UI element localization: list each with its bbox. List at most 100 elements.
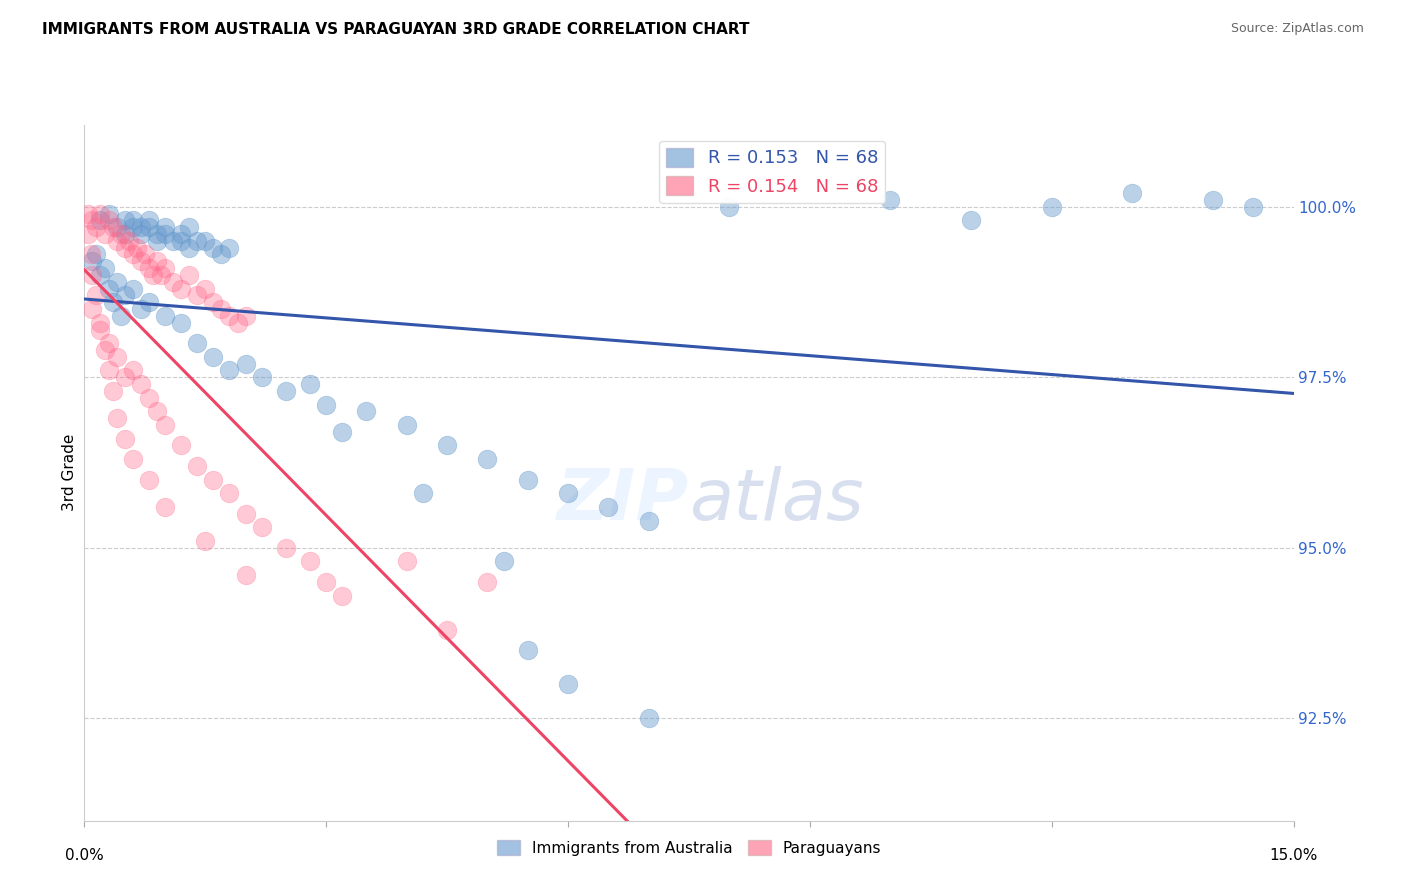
Point (110, 309, 132, 323)
Point (110, 227, 132, 241)
Point (142, 268, 165, 282)
Point (226, 316, 249, 330)
Point (194, 282, 217, 296)
Point (202, 241, 225, 255)
Point (153, 309, 176, 323)
Point (186, 458, 208, 473)
Point (77, 227, 100, 241)
Point (218, 363, 240, 377)
Text: IMMIGRANTS FROM AUSTRALIA VS PARAGUAYAN 3RD GRADE CORRELATION CHART: IMMIGRANTS FROM AUSTRALIA VS PARAGUAYAN … (42, 22, 749, 37)
Point (186, 336, 208, 351)
Point (516, 473, 538, 487)
Point (330, 589, 353, 603)
Point (209, 301, 232, 316)
Point (250, 520, 273, 534)
Point (89, 268, 111, 282)
Point (118, 234, 141, 248)
Point (395, 554, 418, 568)
Point (637, 514, 659, 528)
Point (1202, 193, 1225, 207)
Text: 0.0%: 0.0% (65, 848, 104, 863)
Point (138, 473, 160, 487)
Point (330, 425, 353, 439)
Point (129, 227, 152, 241)
Point (121, 452, 143, 467)
Point (637, 711, 659, 725)
Point (153, 220, 176, 235)
Point (179, 241, 201, 255)
Point (97, 336, 120, 351)
Point (492, 554, 515, 568)
Point (82, 213, 104, 227)
Point (235, 507, 257, 521)
Point (235, 357, 257, 371)
Point (121, 363, 143, 377)
Point (299, 377, 322, 392)
Point (129, 301, 152, 316)
Point (129, 254, 152, 268)
Point (138, 220, 160, 235)
Point (105, 411, 128, 425)
Point (146, 234, 169, 248)
Point (121, 220, 143, 235)
Point (93, 261, 115, 276)
Point (89, 213, 111, 227)
Point (97, 213, 120, 227)
Point (218, 486, 240, 500)
Point (146, 227, 169, 241)
Point (194, 533, 217, 548)
Point (93, 343, 115, 357)
Point (146, 404, 169, 418)
Point (82, 268, 104, 282)
Point (170, 316, 193, 330)
Point (77, 206, 100, 220)
Point (194, 234, 217, 248)
Point (121, 247, 143, 261)
Point (86, 288, 108, 302)
Point (105, 234, 128, 248)
Point (105, 220, 128, 235)
Text: 15.0%: 15.0% (1270, 848, 1317, 863)
Point (315, 398, 337, 412)
Point (138, 391, 160, 405)
Point (114, 213, 136, 227)
Point (202, 295, 225, 310)
Point (274, 384, 297, 398)
Point (153, 417, 176, 432)
Point (1121, 186, 1143, 200)
Point (170, 438, 193, 452)
Point (82, 254, 104, 268)
Point (97, 206, 120, 220)
Point (250, 370, 273, 384)
Point (436, 623, 458, 637)
Point (134, 247, 156, 261)
Point (274, 541, 297, 555)
Point (1040, 200, 1063, 214)
Point (129, 377, 152, 392)
Point (170, 282, 193, 296)
Point (101, 220, 124, 235)
Point (170, 234, 193, 248)
Point (89, 322, 111, 336)
Point (162, 234, 184, 248)
Point (146, 254, 169, 268)
Point (557, 677, 579, 691)
Point (114, 241, 136, 255)
Point (235, 568, 257, 582)
Point (114, 432, 136, 446)
Point (186, 234, 208, 248)
Point (129, 220, 152, 235)
Point (235, 309, 257, 323)
Text: Source: ZipAtlas.com: Source: ZipAtlas.com (1230, 22, 1364, 36)
Point (138, 213, 160, 227)
Point (82, 301, 104, 316)
Text: ZIP: ZIP (557, 467, 689, 535)
Point (218, 309, 240, 323)
Point (97, 282, 120, 296)
Point (162, 275, 184, 289)
Point (138, 295, 160, 310)
Point (516, 643, 538, 657)
Point (179, 220, 201, 235)
Point (299, 554, 322, 568)
Point (356, 404, 378, 418)
